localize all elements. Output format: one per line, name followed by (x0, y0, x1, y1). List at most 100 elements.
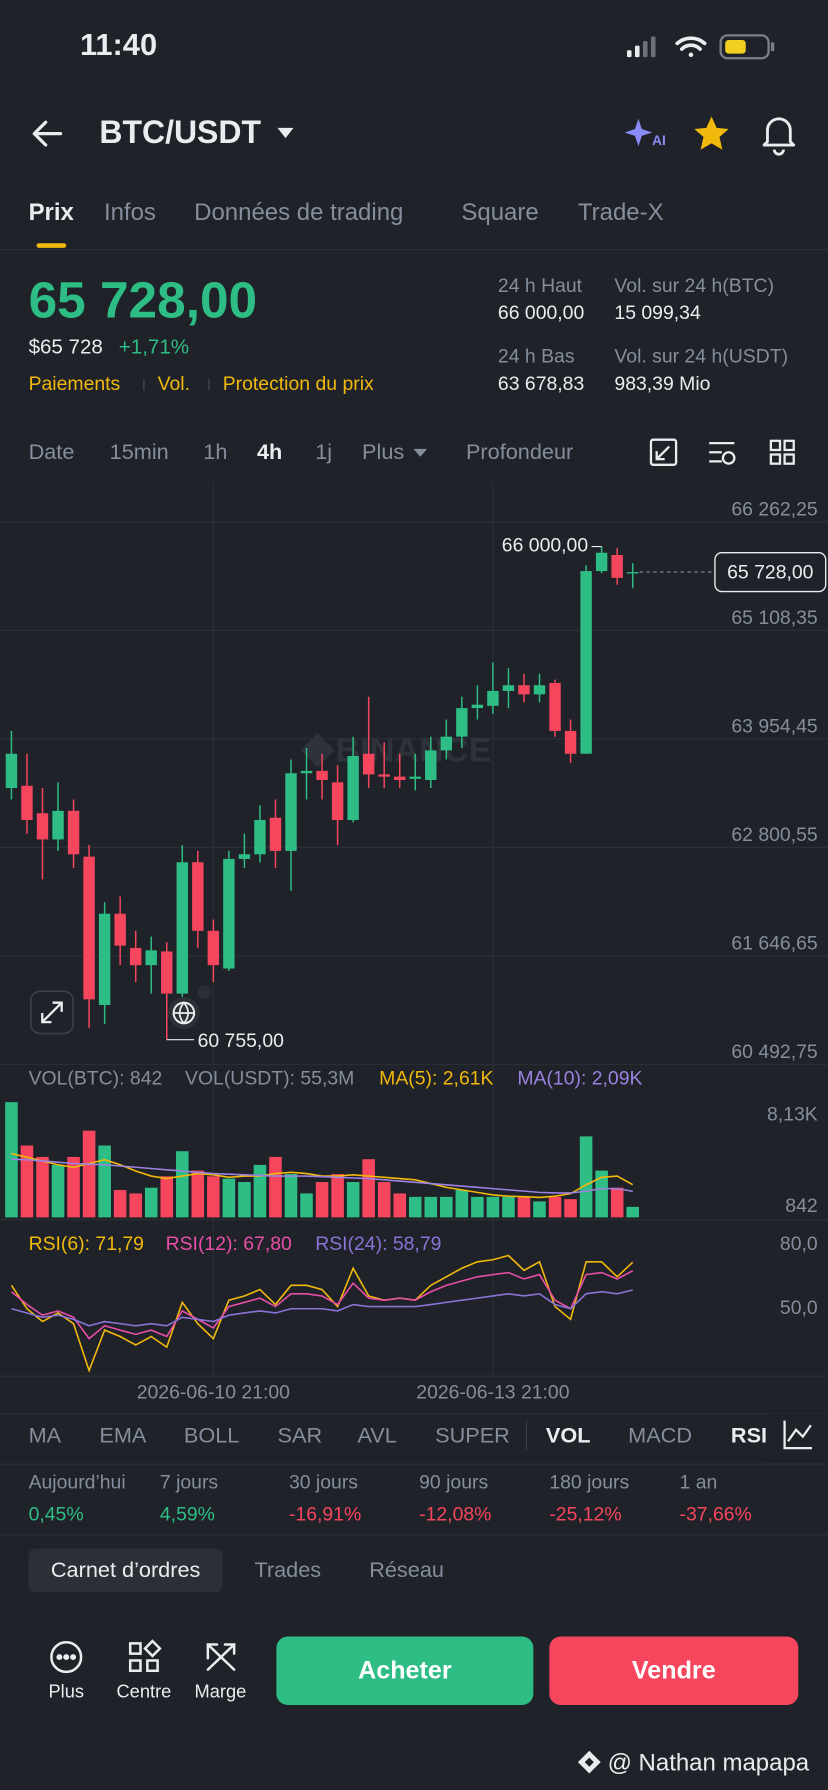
interval[interactable]: Date (29, 439, 75, 464)
candle-body (409, 776, 421, 779)
period-change: 4,59% (160, 1504, 215, 1526)
interval[interactable]: 15min (110, 439, 169, 464)
indicator-tab[interactable]: VOL (546, 1422, 591, 1447)
price-links: Paiements Vol. Protection du prix (29, 373, 374, 395)
volume-bar (455, 1190, 469, 1218)
volume-bar (129, 1193, 142, 1218)
interval[interactable]: Profondeur (466, 439, 573, 464)
volume-bar (471, 1196, 484, 1218)
indicator-tab[interactable]: MA (29, 1422, 62, 1447)
stat-value: 63 678,83 (498, 373, 584, 395)
interval[interactable]: 4h (257, 439, 282, 464)
volume-bar (300, 1193, 313, 1218)
expand-button[interactable] (29, 990, 74, 1035)
candle-body (269, 817, 282, 851)
price-link[interactable]: Vol. (158, 373, 190, 395)
more-icon[interactable] (50, 1640, 83, 1674)
interval-bar: Date 15min 1h 4h 1j Plus Profondeur (29, 439, 574, 464)
min-label: 60 755,00 (198, 1030, 285, 1052)
tab[interactable]: Infos (104, 199, 156, 226)
candle-body (502, 685, 515, 691)
center-icon[interactable] (128, 1639, 162, 1673)
candle-body (440, 736, 453, 751)
indicator-tab[interactable]: SUPER (435, 1422, 510, 1447)
tab[interactable]: Prix (29, 199, 75, 226)
network-button[interactable] (167, 985, 212, 1029)
usd-price: $65 728 (29, 336, 103, 359)
buy-button[interactable] (276, 1636, 534, 1706)
indicator-settings[interactable] (767, 1413, 828, 1462)
candle-body (394, 776, 406, 781)
candle-body (5, 753, 18, 788)
tab[interactable]: Données de trading (194, 199, 403, 226)
interval[interactable]: 1h (203, 439, 227, 464)
action-label[interactable]: Plus (48, 1680, 84, 1701)
back-button[interactable] (32, 120, 63, 147)
stat-label: Vol. sur 24 h(BTC) (614, 275, 774, 297)
volume-bar (144, 1187, 158, 1218)
indicator-line (10, 1254, 634, 1373)
volume-bar (160, 1176, 174, 1218)
favorite-star[interactable] (694, 116, 729, 150)
margin-icon[interactable] (206, 1643, 236, 1671)
indicator-tab[interactable]: MACD (628, 1422, 692, 1447)
period-change: -25,12% (549, 1504, 621, 1526)
candle-body (238, 854, 251, 859)
volume-bar (331, 1174, 344, 1218)
max-label: 66 000,00 (502, 535, 589, 557)
pair-title[interactable]: BTC/USDT (99, 114, 261, 150)
period-change: 0,45% (29, 1504, 84, 1526)
action-label[interactable]: Marge (195, 1680, 247, 1701)
pair-dropdown[interactable] (277, 127, 294, 139)
indicator-tab[interactable]: SAR (278, 1422, 323, 1447)
bottom-actions: Plus Centre Marge (48, 1680, 246, 1701)
period-label: 30 jours (289, 1472, 358, 1494)
indicator-tab[interactable]: RSI (731, 1422, 767, 1447)
volume-bar (377, 1182, 391, 1218)
candle-body (207, 930, 220, 966)
indicator-tab[interactable]: EMA (99, 1422, 147, 1447)
interval[interactable]: 1j (315, 439, 332, 464)
settings-tool[interactable] (709, 441, 736, 465)
stat-label: 24 h Bas (498, 346, 575, 368)
alert-bell[interactable] (762, 117, 796, 156)
action-label[interactable]: Centre (116, 1680, 171, 1701)
book-tab[interactable]: Réseau (369, 1557, 444, 1582)
y-tick-label: 66 262,25 (731, 499, 817, 521)
buy-label[interactable]: Acheter (358, 1657, 452, 1685)
price-link[interactable]: Protection du prix (223, 373, 374, 395)
tab[interactable]: Trade-X (578, 199, 664, 226)
legend-entry: MA(5): 2,61K (379, 1067, 493, 1089)
candle-body (487, 690, 499, 706)
indicator-tab[interactable]: BOLL (184, 1422, 239, 1447)
candle-body (285, 773, 297, 851)
x-tick-label: 2026-06-13 21:00 (416, 1381, 569, 1403)
indicator-tab[interactable]: AVL (357, 1422, 396, 1447)
book-tab[interactable]: Carnet d’ordres (51, 1557, 201, 1582)
volume-bar (610, 1187, 624, 1218)
layout-tool[interactable] (769, 439, 795, 465)
price-link[interactable]: Paiements (29, 373, 121, 395)
candle-body (347, 756, 359, 821)
fullscreen-tool[interactable] (649, 438, 678, 466)
performance: Aujourd’hui 0,45% 7 jours 4,59% 30 jours -16,… (29, 1472, 752, 1526)
sell-button[interactable] (549, 1636, 799, 1706)
interval[interactable]: Plus (362, 439, 404, 464)
volume-bar (98, 1145, 111, 1218)
last-price-label: 65 728,00 (727, 561, 814, 583)
period-label: 1 an (680, 1472, 718, 1494)
ai-icon[interactable]: AI (624, 118, 666, 148)
sell-label[interactable]: Vendre (632, 1657, 716, 1685)
active-tab-indicator (36, 243, 67, 248)
candle-body (595, 552, 608, 572)
candle-body (564, 730, 577, 754)
tab[interactable]: Square (461, 199, 538, 226)
volume-bar (315, 1182, 329, 1218)
y-tick-label: 80,0 (780, 1233, 818, 1255)
book-tab[interactable]: Trades (254, 1557, 321, 1582)
more-dropdown[interactable] (413, 448, 428, 457)
candle-body (425, 750, 437, 781)
candle-body (518, 685, 530, 695)
